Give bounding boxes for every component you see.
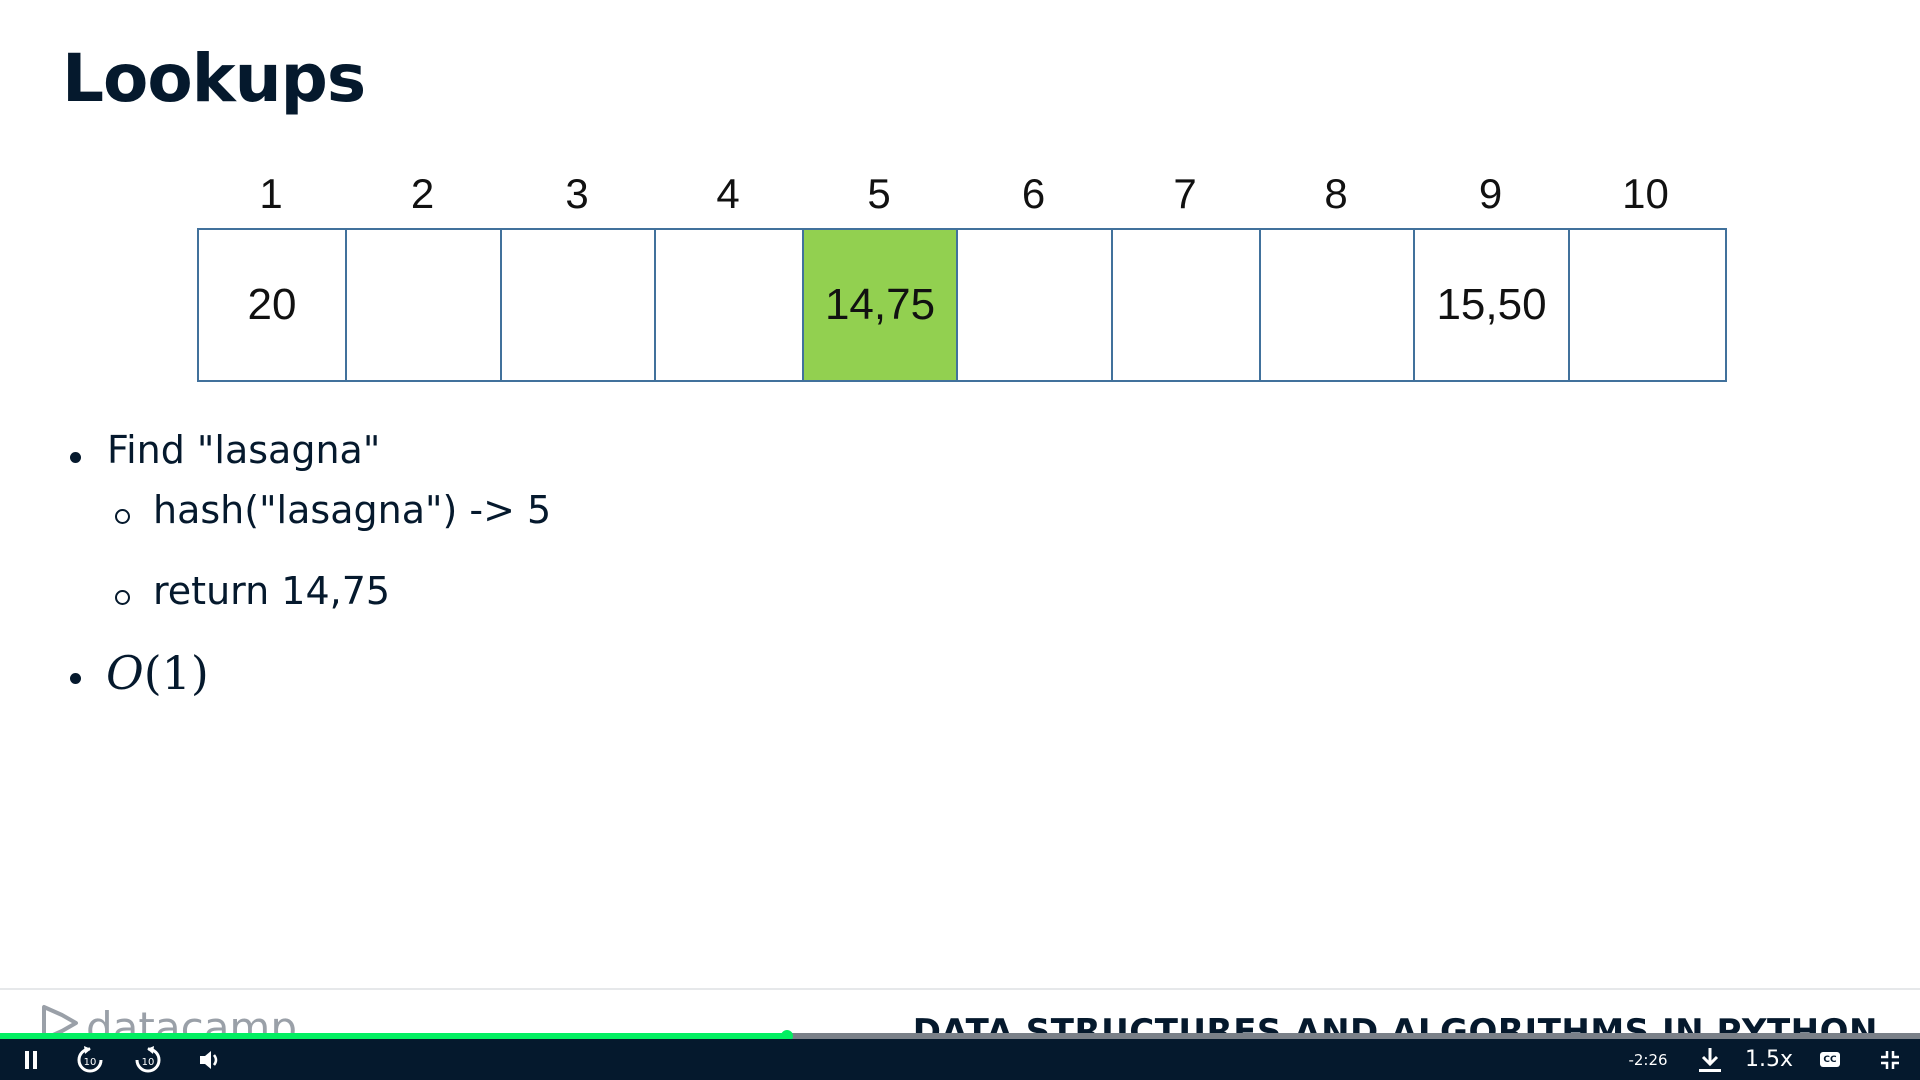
sub-bullet-ring xyxy=(115,590,130,605)
hash-cell xyxy=(1570,230,1725,380)
hash-cell: 15,50 xyxy=(1415,230,1570,380)
bullet-complexity: O(1) xyxy=(106,646,209,700)
forward-seconds: 10 xyxy=(142,1057,155,1068)
player-controls: 10 10 -2:26 1.5x CC xyxy=(0,1039,1920,1080)
download-icon xyxy=(1699,1047,1721,1072)
playback-speed-button[interactable]: 1.5x xyxy=(1745,1047,1794,1072)
exit-fullscreen-icon xyxy=(1881,1050,1899,1069)
rewind-seconds: 10 xyxy=(84,1057,97,1068)
slot-index: 2 xyxy=(410,170,435,217)
complexity-variable: O xyxy=(106,646,144,700)
datacamp-logo-icon xyxy=(42,1005,78,1037)
time-remaining: -2:26 xyxy=(1628,1050,1668,1069)
slot-index: 10 xyxy=(1622,170,1669,217)
download-button[interactable] xyxy=(1692,1039,1728,1080)
hash-cell xyxy=(502,230,656,380)
progress-track[interactable] xyxy=(0,1033,1920,1039)
bullet-return: return 14,75 xyxy=(153,569,391,613)
forward-button[interactable]: 10 xyxy=(130,1039,166,1080)
slot-index: 3 xyxy=(565,170,589,217)
hash-cell xyxy=(1113,230,1261,380)
datacamp-logo: datacamp xyxy=(40,1003,297,1037)
logo-text: datacamp xyxy=(86,1003,298,1037)
exit-fullscreen-button[interactable] xyxy=(1872,1039,1908,1080)
index-row: 1 2 3 4 5 6 7 8 9 10 xyxy=(197,166,1723,222)
slot-index: 1 xyxy=(259,170,283,217)
bullet-dot xyxy=(70,452,81,463)
volume-button[interactable] xyxy=(194,1039,226,1080)
forward-10-icon: 10 xyxy=(135,1045,161,1072)
course-title: DATA STRUCTURES AND ALGORITHMS IN PYTHON xyxy=(912,1012,1878,1037)
rewind-button[interactable]: 10 xyxy=(72,1039,108,1080)
sub-bullet-ring xyxy=(115,509,130,524)
progress-fill xyxy=(0,1033,788,1039)
hash-cell xyxy=(656,230,804,380)
slot-index: 9 xyxy=(1478,170,1503,217)
rewind-10-icon: 10 xyxy=(77,1045,103,1072)
bullet-dot xyxy=(70,673,81,684)
captions-icon: CC xyxy=(1820,1052,1840,1067)
slot-index: 5 xyxy=(867,170,891,217)
pause-icon xyxy=(25,1050,37,1069)
pause-button[interactable] xyxy=(16,1039,46,1080)
bullet-find: Find "lasagna" xyxy=(107,428,381,472)
slot-index: 7 xyxy=(1173,170,1197,217)
hash-cell xyxy=(958,230,1113,380)
slot-index: 6 xyxy=(1021,170,1046,217)
hash-cell: 20 xyxy=(199,230,347,380)
complexity-argument: (1) xyxy=(143,646,209,700)
slot-index: 4 xyxy=(716,170,740,217)
hash-table: 20 14,75 15,50 xyxy=(197,228,1727,382)
hash-cell xyxy=(347,230,502,380)
hash-cell-highlighted: 14,75 xyxy=(804,230,958,380)
slot-index: 8 xyxy=(1324,170,1348,217)
footer-divider xyxy=(0,988,1920,990)
volume-icon xyxy=(200,1050,218,1069)
slide-title: Lookups xyxy=(62,40,366,117)
hash-cell xyxy=(1261,230,1415,380)
bullet-hash: hash("lasagna") -> 5 xyxy=(153,488,552,532)
captions-button[interactable]: CC xyxy=(1812,1039,1848,1080)
